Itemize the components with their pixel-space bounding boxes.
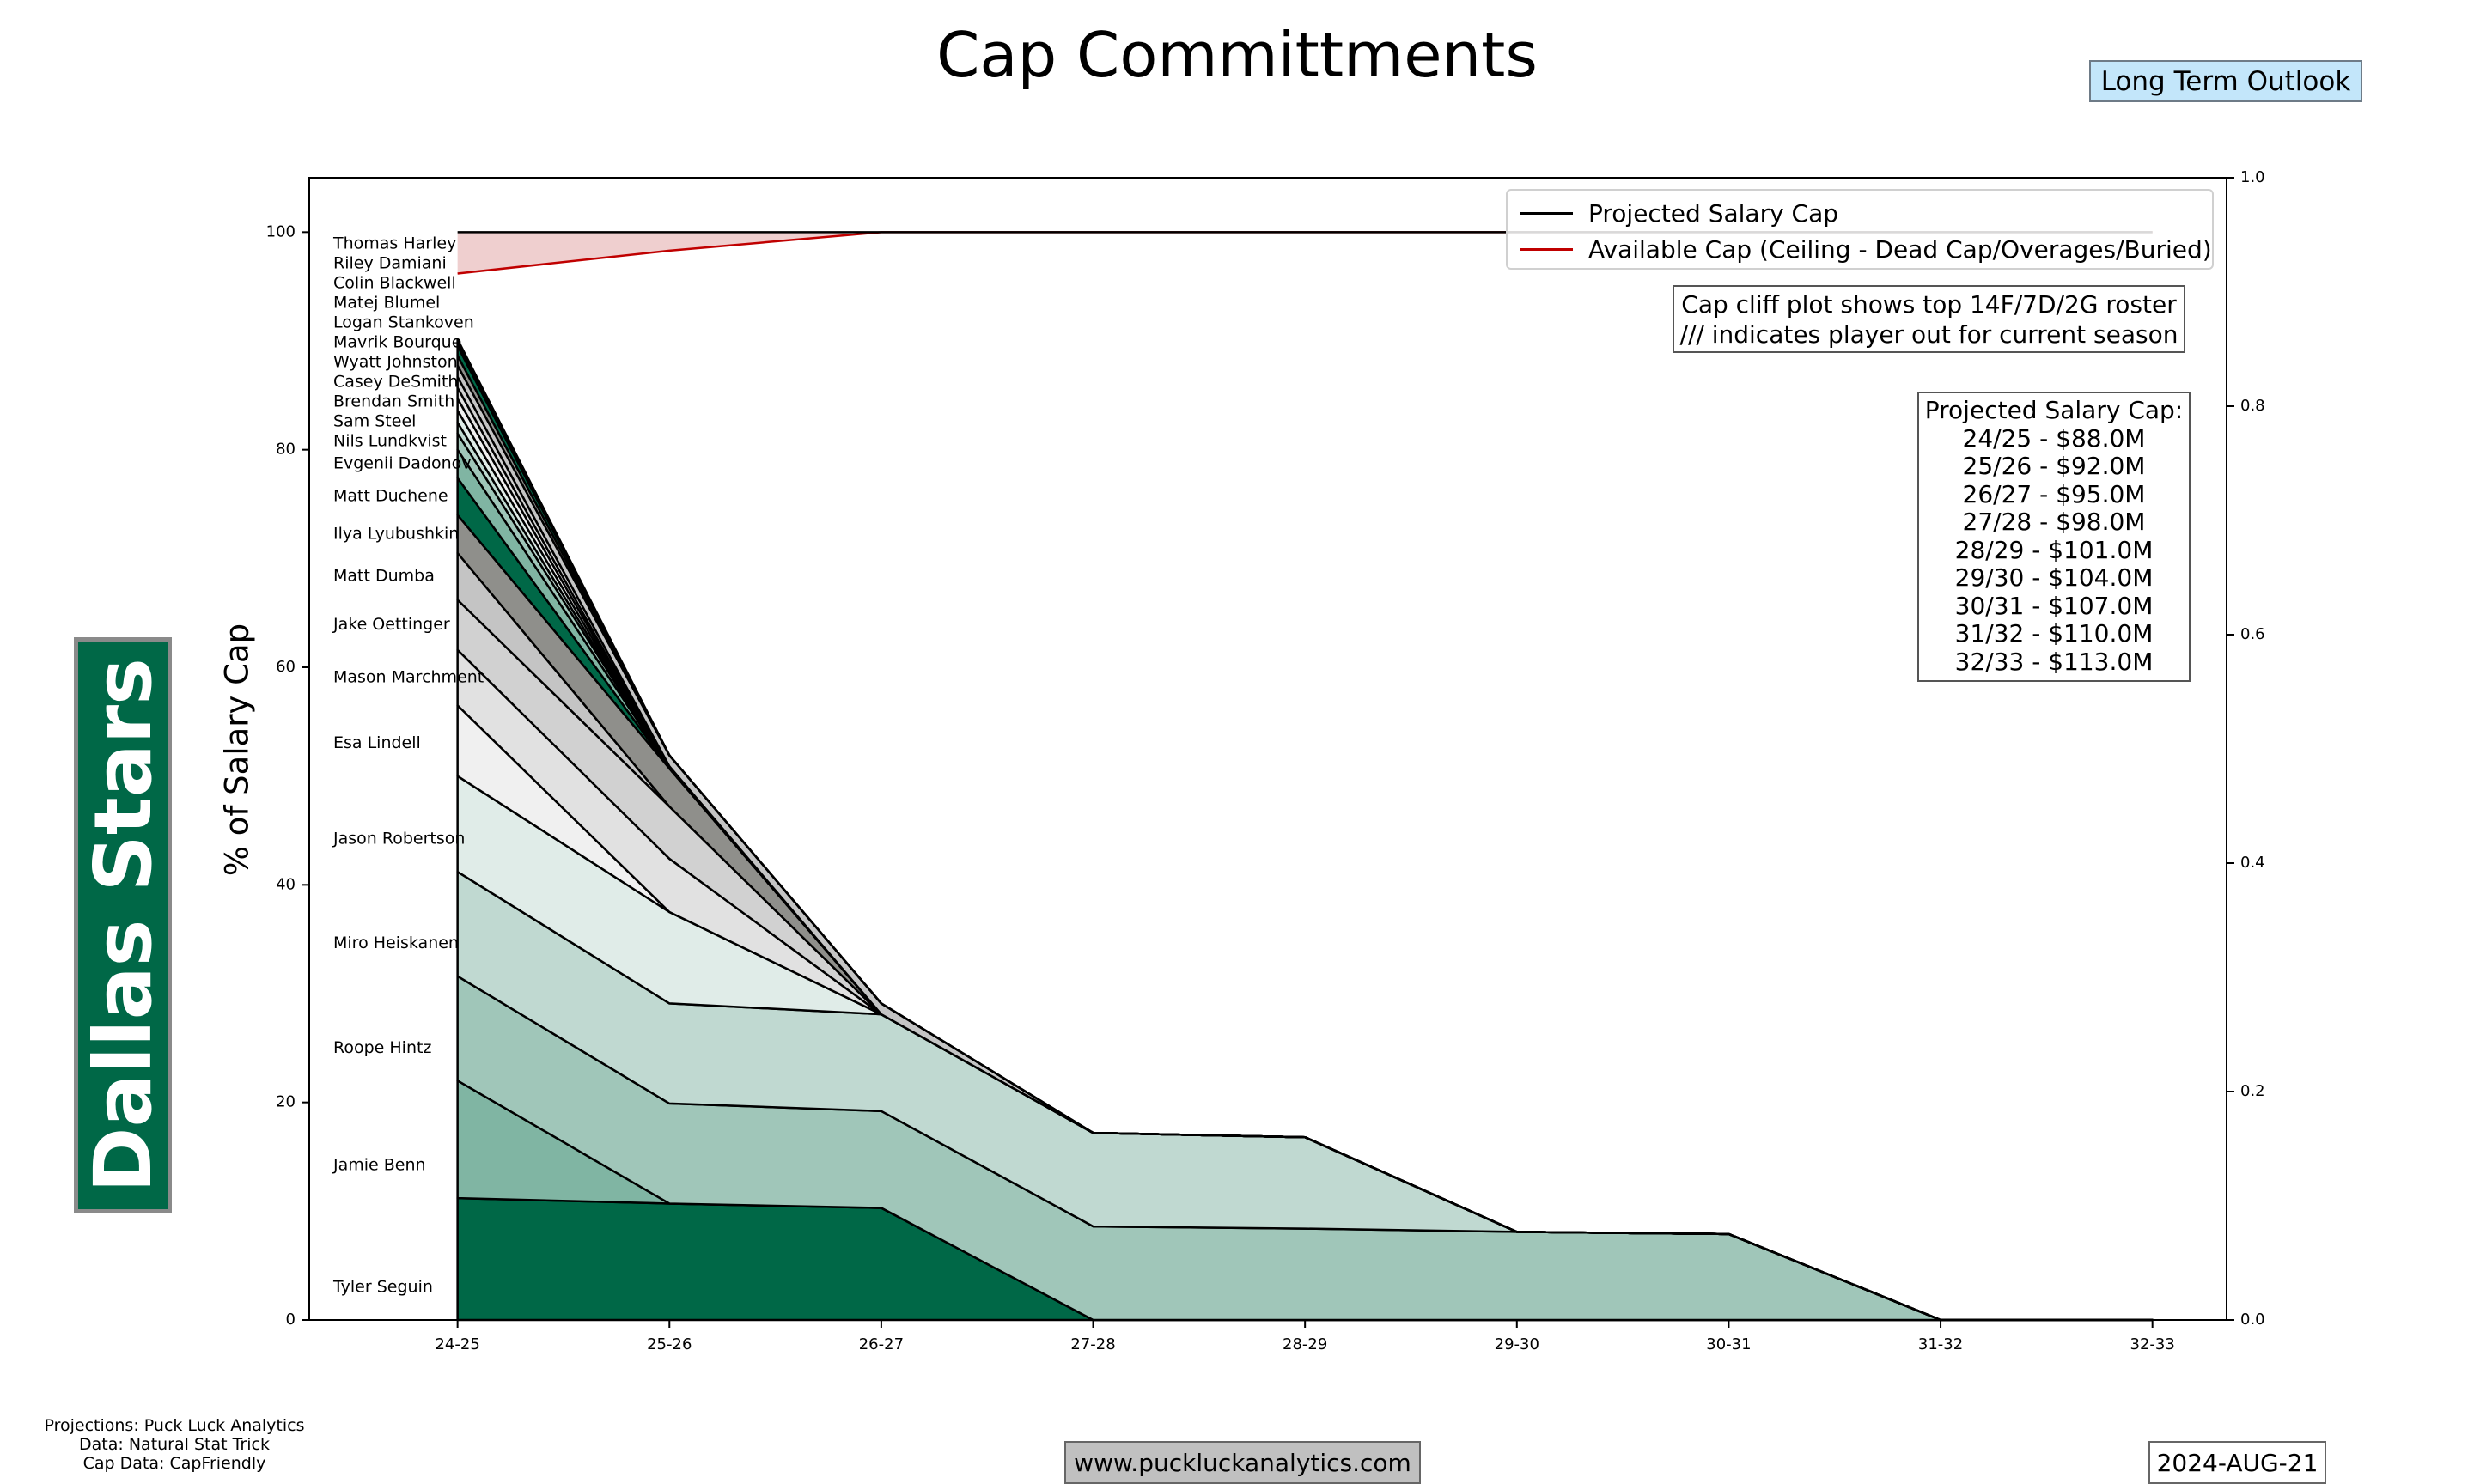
player-label: Matej Blumel [333,294,440,313]
projected-cap-line: 24/25 - $88.0M [1962,423,2146,453]
player-label: Tyler Seguin [332,1278,433,1297]
source-data: Data: Natural Stat Trick [79,1435,270,1454]
player-label: Roope Hintz [333,1038,431,1057]
projected-cap-line: 26/27 - $95.0M [1962,479,2146,508]
y-tick-label: 60 [276,658,296,676]
x-tick-label: 29-30 [1495,1335,1539,1353]
projected-cap-line: 28/29 - $101.0M [1954,535,2154,564]
team-name-banner: Dallas Stars [74,637,172,1213]
y-tick-label: 100 [266,222,296,240]
player-label: Esa Lindell [333,733,421,752]
source-projections: Projections: Puck Luck Analytics [44,1416,305,1435]
x-tick-label: 24-25 [435,1335,479,1353]
player-label: Jason Robertson [332,830,465,848]
legend-label: Projected Salary Cap [1588,199,1839,228]
player-label: Matt Dumba [333,567,435,586]
x-tick-label: 26-27 [859,1335,904,1353]
player-label: Sam Steel [333,412,416,431]
y-tick-label: 80 [276,441,296,459]
x-tick-label: 27-28 [1070,1335,1115,1353]
chart-title: Cap Committments [936,19,1538,91]
projected-cap-line: 30/31 - $107.0M [1954,591,2154,620]
y-tick-label: 0 [286,1311,296,1329]
player-label: Logan Stankoven [333,313,474,332]
projected-cap-heading: Projected Salary Cap: [1924,396,2184,424]
date-stamp: 2024-AUG-21 [2148,1441,2326,1484]
x-tick-label: 25-26 [647,1335,692,1353]
projected-cap-line: 32/33 - $113.0M [1954,647,2154,676]
plot-frame [308,177,2227,1321]
y2-tick-label: 0.6 [2240,625,2265,643]
player-label: Casey DeSmith [333,373,458,392]
projected-cap-line: 25/26 - $92.0M [1962,452,2146,480]
player-label: Wyatt Johnston [333,353,458,372]
outlook-badge: Long Term Outlook [2089,60,2362,102]
player-label: Mason Marchment [333,668,484,687]
player-label: Evgenii Dadonov [333,454,472,473]
projected-cap-line: 29/30 - $104.0M [1954,563,2154,592]
y2-tick-label: 0.2 [2240,1082,2265,1100]
x-tick-label: 28-29 [1283,1335,1327,1353]
x-tick-label: 31-32 [1918,1335,1963,1353]
legend: Projected Salary Cap Available Cap (Ceil… [1506,189,2214,270]
player-label: Matt Duchene [333,487,448,506]
player-label: Miro Heiskanen [333,934,459,952]
legend-swatch [1520,248,1573,251]
player-label: Nils Lundkvist [333,432,447,451]
x-tick-label: 32-33 [2130,1335,2175,1353]
legend-label: Available Cap (Ceiling - Dead Cap/Overag… [1588,235,2212,264]
y2-tick-label: 0.0 [2240,1311,2265,1329]
legend-item-available-cap: Available Cap (Ceiling - Dead Cap/Overag… [1520,235,2212,264]
y2-tick-label: 0.8 [2240,397,2265,415]
roster-note-box: Cap cliff plot shows top 14F/7D/2G roste… [1673,285,2185,353]
y2-tick-label: 1.0 [2240,168,2265,186]
note-line: /// indicates player out for current sea… [1679,320,2178,349]
player-label: Brendan Smith [333,392,454,411]
website-link[interactable]: www.puckluckanalytics.com [1064,1441,1421,1484]
available-cap-fill [457,232,2153,274]
projected-cap-line: 31/32 - $110.0M [1954,619,2154,648]
legend-item-projected-cap: Projected Salary Cap [1520,199,1838,228]
source-cap-data: Cap Data: CapFriendly [82,1454,266,1473]
x-tick-label: 30-31 [1706,1335,1751,1353]
player-label: Riley Damiani [333,254,447,273]
player-label: Mavrik Bourque [333,333,461,352]
projected-cap-box: Projected Salary Cap: 24/25 - $88.0M 25/… [1917,392,2191,682]
y-tick-label: 40 [276,875,296,893]
player-label: Ilya Lyubushkin [333,524,459,543]
player-label: Thomas Harley [332,234,456,253]
projected-cap-line: 27/28 - $98.0M [1962,508,2146,536]
player-label: Colin Blackwell [333,274,456,293]
y2-tick-label: 0.4 [2240,854,2265,872]
legend-swatch [1520,212,1573,215]
player-label: Jake Oettinger [332,615,450,634]
player-label: Jamie Benn [332,1156,426,1175]
y-tick-label: 20 [276,1093,296,1111]
note-line: Cap cliff plot shows top 14F/7D/2G roste… [1681,290,2177,319]
